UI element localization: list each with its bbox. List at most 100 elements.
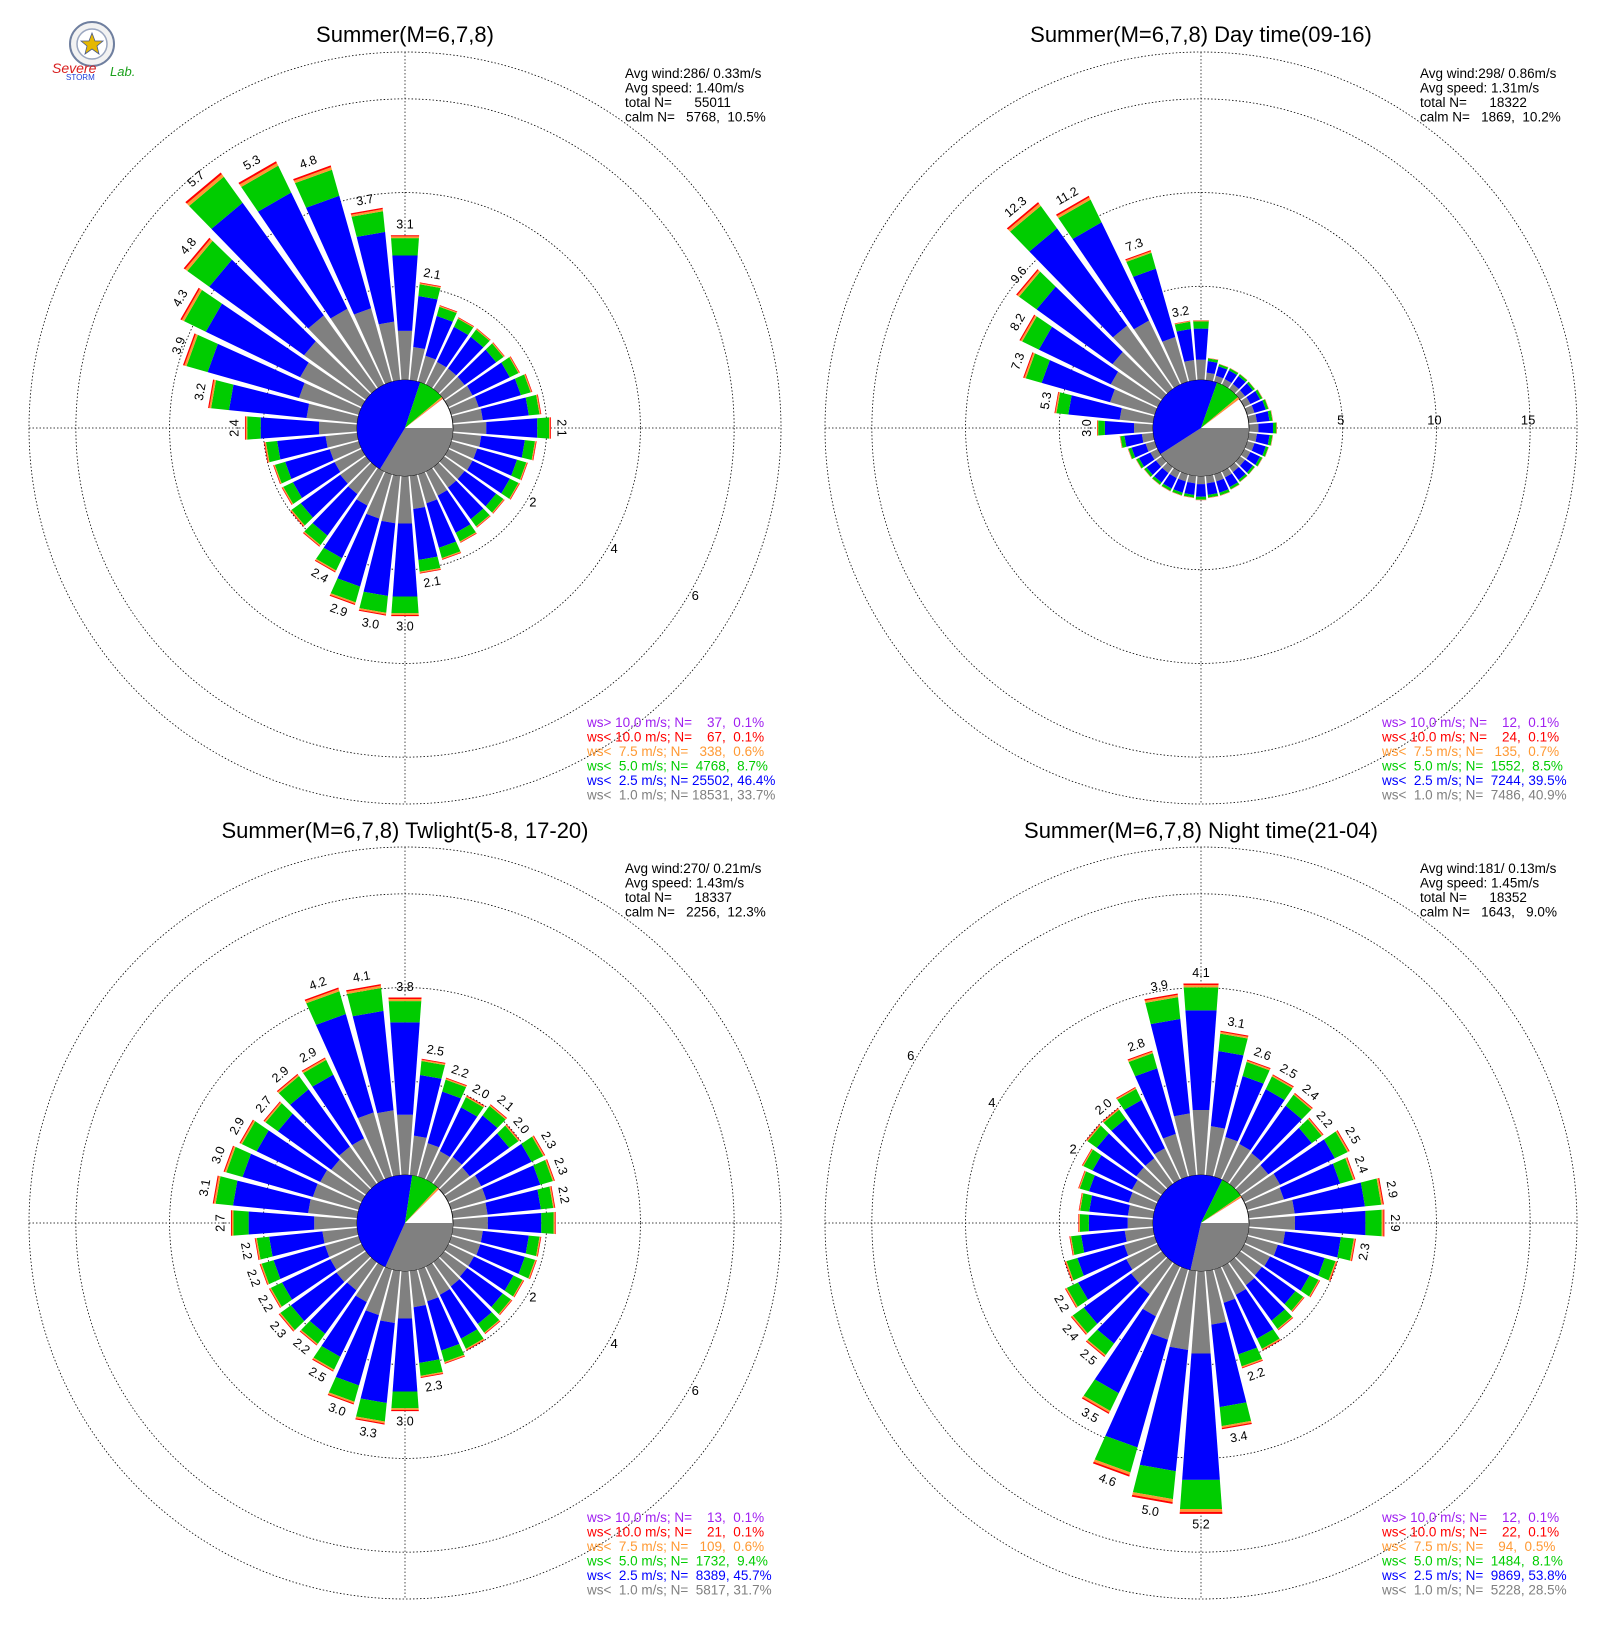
spoke-140-red (1239, 475, 1248, 483)
calm-slice-green (1201, 382, 1238, 428)
spoke-350-blue (1176, 328, 1195, 362)
spoke-80-orange (1270, 410, 1273, 421)
spoke-330-green (303, 1059, 334, 1087)
spoke-190-green (359, 591, 388, 613)
spoke-30-green (1265, 1076, 1293, 1100)
bar-label-190: 3.0 (361, 615, 381, 632)
spoke-230-red (278, 1313, 294, 1332)
spoke-30-red (1229, 367, 1239, 373)
spoke-10-gray (1205, 1126, 1225, 1177)
spoke-170-green (419, 1359, 443, 1376)
spoke-10-red (1220, 1030, 1249, 1037)
spoke-200-orange (1172, 491, 1182, 496)
spoke-270-green (233, 1210, 249, 1236)
spoke-220-red (302, 532, 320, 547)
bar-label-170: 2.3 (424, 1378, 444, 1395)
spoke-90-gray (1248, 1216, 1295, 1230)
spoke-200-orange (1093, 1459, 1131, 1475)
spoke-40-orange (489, 1104, 507, 1120)
spoke-40-green (1285, 1094, 1312, 1120)
spoke-330-green (241, 165, 292, 212)
spoke-240-gray (334, 448, 366, 472)
spoke-40-gray (433, 1156, 462, 1189)
spoke-280-gray (1119, 407, 1155, 424)
spoke-250-green (1128, 447, 1136, 459)
spoke-110-red (529, 1260, 537, 1280)
bar-label-350: 4.1 (352, 968, 372, 985)
spoke-210-orange (1082, 1395, 1111, 1413)
spoke-30-gray (425, 1151, 450, 1184)
spoke-40-orange (476, 328, 491, 341)
spoke-350-red (350, 207, 383, 215)
spoke-270-red (244, 416, 246, 440)
spoke-300-gray (1110, 371, 1162, 408)
spoke-220-gray (1139, 1257, 1173, 1295)
spoke-310-blue (1036, 286, 1123, 365)
spoke-340-green (294, 169, 340, 208)
legend-entry-green: ws< 5.0 m/s; N= 1552, 8.5% (1381, 759, 1563, 774)
spoke-300-red (239, 1119, 254, 1144)
legend-entry-blue: ws< 2.5 m/s; N= 8389, 45.7% (586, 1568, 772, 1583)
bar-label-350: 3.2 (1171, 303, 1191, 320)
spoke-170-orange (419, 568, 441, 573)
spoke-130-orange (498, 1299, 512, 1315)
spoke-20-green (1242, 1061, 1270, 1084)
spoke-220-blue (1154, 467, 1169, 483)
stat-line: calm N= 1869, 10.2% (1420, 110, 1561, 125)
spoke-280-green (211, 380, 234, 411)
spoke-120-green (504, 1275, 523, 1297)
spoke-270-gray (1134, 423, 1154, 433)
legend-entry-blue: ws< 2.5 m/s; N= 9869, 53.8% (1381, 1568, 1567, 1583)
bar-label-60: 2.5 (1342, 1124, 1363, 1146)
spoke-290-red (1023, 352, 1034, 378)
spoke-0-gray (1192, 1109, 1210, 1176)
spoke-210-green (1161, 483, 1172, 492)
spoke-100-gray (1247, 1227, 1286, 1244)
spoke-130-gray (1235, 456, 1246, 466)
spoke-80-gray (1247, 1199, 1295, 1219)
spoke-80-blue (485, 1189, 541, 1215)
spoke-50-gray (439, 376, 465, 400)
spoke-240-orange (282, 486, 294, 505)
spoke-290-red (1078, 1170, 1086, 1189)
spoke-10-blue (413, 296, 438, 350)
spoke-300-blue (256, 1130, 328, 1183)
windrose-panel-1: 3.1 2.1 2.1 2.1 3.0 3.0 2.9 2.4 2.4 3.2 3.9 4.3 4.8 5… (28, 22, 782, 805)
spoke-180-orange (391, 613, 419, 615)
spoke-170-orange (1221, 1420, 1252, 1428)
spoke-70-blue (1279, 1163, 1341, 1200)
spoke-230-green (1072, 1307, 1098, 1334)
spoke-350-blue (352, 1010, 394, 1114)
spoke-230-gray (1131, 1251, 1167, 1284)
spoke-100-gray (1247, 432, 1257, 442)
spoke-200-orange (328, 1392, 355, 1404)
bar-label-350: 3.7 (355, 192, 375, 209)
calm-slice-red (1201, 398, 1240, 428)
spoke-110-blue (1273, 1244, 1325, 1276)
spoke-320-green (1103, 1109, 1126, 1131)
spoke-350-red (1144, 993, 1178, 1001)
spoke-290-orange (184, 334, 198, 367)
windrose-panel-3: 3.82.52.22.02.12.02.32.32.22.33.03.33.02… (28, 818, 782, 1600)
spoke-160-green (441, 1343, 465, 1362)
spoke-270-red (1078, 1213, 1079, 1233)
spoke-330-orange (1056, 197, 1091, 219)
spoke-40-gray (433, 368, 457, 394)
spoke-330-gray (1133, 320, 1181, 389)
spoke-210-gray (355, 1262, 385, 1303)
spoke-140-blue (1232, 466, 1246, 481)
spoke-290-red (223, 1145, 235, 1172)
spoke-60-green (501, 357, 519, 378)
bar-label-300: 2.9 (227, 1115, 248, 1137)
spoke-180-gray (1196, 475, 1206, 485)
spoke-20-green (436, 306, 457, 322)
spoke-320-orange (186, 174, 224, 206)
spoke-210-red (1081, 1397, 1110, 1414)
spoke-30-blue (436, 326, 469, 368)
calm-slice-gray (1190, 1223, 1249, 1271)
calm-slice-orange (405, 1187, 439, 1223)
spoke-240-red (1064, 1288, 1077, 1308)
spoke-30-gray (425, 361, 447, 389)
spoke-100-blue (1283, 1231, 1341, 1258)
